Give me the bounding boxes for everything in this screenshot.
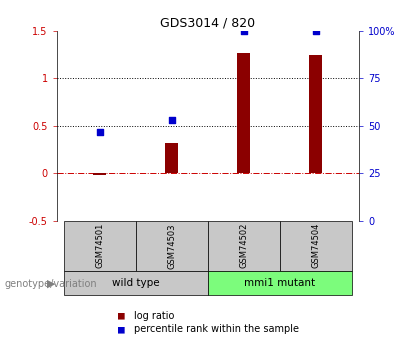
Bar <box>64 271 208 295</box>
Text: log ratio: log ratio <box>134 311 175 321</box>
Bar <box>165 143 178 173</box>
Bar <box>93 173 106 175</box>
Bar <box>310 55 323 173</box>
Bar <box>237 53 250 173</box>
Text: ▶: ▶ <box>47 279 56 288</box>
Point <box>168 117 175 123</box>
Text: genotype/variation: genotype/variation <box>4 279 97 288</box>
Point <box>312 28 319 34</box>
Bar <box>208 221 280 271</box>
Text: ■: ■ <box>118 325 131 334</box>
Text: ■: ■ <box>118 311 131 321</box>
Text: wild type: wild type <box>112 278 160 288</box>
Bar <box>136 221 208 271</box>
Text: percentile rank within the sample: percentile rank within the sample <box>134 325 299 334</box>
Bar <box>64 221 136 271</box>
Bar <box>280 221 352 271</box>
Text: GSM74502: GSM74502 <box>239 223 248 268</box>
Text: mmi1 mutant: mmi1 mutant <box>244 278 315 288</box>
Text: GSM74501: GSM74501 <box>95 223 105 268</box>
Bar <box>208 271 352 295</box>
Text: GSM74504: GSM74504 <box>311 223 320 268</box>
Point <box>241 28 247 34</box>
Text: GSM74503: GSM74503 <box>168 223 176 268</box>
Title: GDS3014 / 820: GDS3014 / 820 <box>160 17 255 30</box>
Point <box>97 129 103 135</box>
